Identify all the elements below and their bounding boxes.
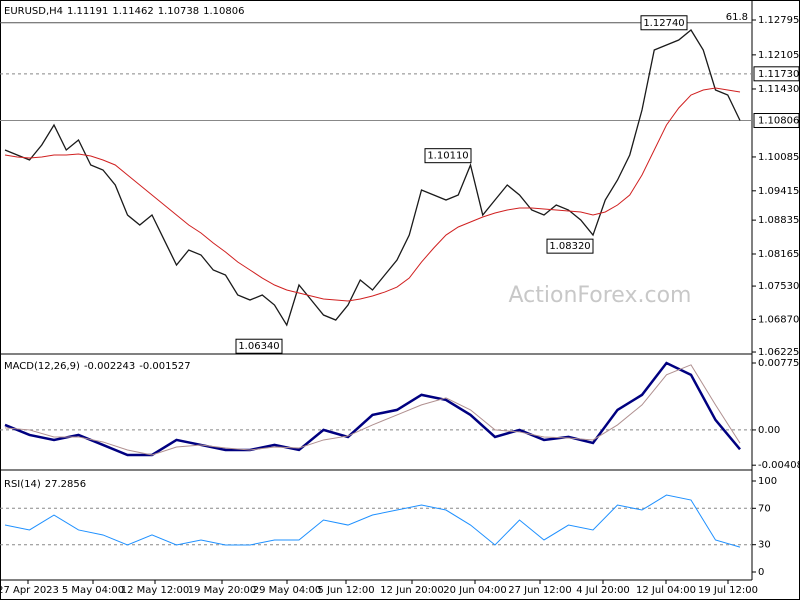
last-value: -0.002243 (84, 361, 135, 372)
last-value: -0.001527 (139, 361, 190, 372)
y-tick-label: 100 (758, 476, 777, 487)
annotation-label: 1.06340 (238, 341, 279, 352)
y-tick-label: 30 (758, 540, 771, 551)
x-tick-label: 27 Apr 2023 (0, 585, 59, 596)
y-tick-label: 70 (758, 503, 771, 514)
panel-title: MACD(12,26,9) -0.002243 -0.001527 (4, 361, 191, 372)
annotation-box (235, 338, 283, 354)
y-tick-label: 0 (758, 567, 764, 578)
y-tick-label: 1.10085 (758, 152, 799, 163)
level-label: 61.8 (726, 12, 748, 23)
x-tick-label: 19 Jul 12:00 (698, 585, 758, 596)
x-tick-label: 20 Jun 04:00 (443, 585, 507, 596)
annotation-box (546, 238, 594, 254)
annotation-box (424, 148, 472, 164)
y-tick-label: 1.11430 (758, 84, 799, 95)
annotation-box (640, 15, 688, 31)
annotation-label: 1.10110 (427, 151, 468, 162)
title-text: MACD(12,26,9) (4, 361, 80, 372)
title-text: RSI(14) (4, 479, 41, 490)
level-label-box (753, 66, 800, 82)
last-value: 27.2856 (45, 479, 86, 490)
ohlc-value: 1.10806 (203, 6, 244, 17)
y-tick-label: 0.007756 (758, 358, 800, 369)
series-line (4, 29, 741, 327)
x-tick-label: 29 May 04:00 (253, 585, 322, 596)
x-tick-label: 12 Jul 04:00 (636, 585, 696, 596)
y-tick-label: -0.004086 (758, 460, 800, 471)
ohlc-value: 1.11462 (112, 6, 153, 17)
y-tick-label: 1.07530 (758, 281, 799, 292)
annotation-label: 1.08320 (549, 241, 590, 252)
x-tick-label: 4 Jul 20:00 (576, 585, 630, 596)
y-tick-label: 1.09415 (758, 186, 799, 197)
y-tick-label: 1.08165 (758, 249, 799, 260)
level-label-box (753, 113, 800, 129)
x-tick-label: 12 May 12:00 (121, 585, 190, 596)
x-tick-label: 5 May 04:00 (62, 585, 124, 596)
y-tick-label: 1.06870 (758, 314, 799, 325)
x-tick-label: 12 Jun 20:00 (380, 585, 444, 596)
series-line (4, 361, 741, 457)
x-tick-label: 5 Jun 12:00 (317, 585, 374, 596)
y-tick-label: 1.08835 (758, 215, 799, 226)
watermark: ActionForex.com (509, 283, 692, 308)
annotation-label: 1.12740 (643, 18, 684, 29)
panel-title: RSI(14) 27.2856 (4, 479, 86, 490)
y-tick-label: 0.00 (758, 425, 780, 436)
panel-title: EURUSD,H4 1.11191 1.11462 1.10738 1.10806 (4, 6, 244, 17)
y-tick-label: 1.06225 (758, 347, 799, 358)
level-label: 1.11730 (758, 69, 799, 80)
y-tick-label: 1.12105 (758, 50, 799, 61)
ohlc-value: 1.10738 (158, 6, 199, 17)
level-label: 1.10806 (758, 116, 799, 127)
series-line (4, 364, 741, 456)
ohlc-value: 1.11191 (67, 6, 108, 17)
title-text: EURUSD,H4 (4, 6, 63, 17)
x-tick-label: 27 Jun 12:00 (508, 585, 572, 596)
series-line (4, 494, 741, 548)
x-tick-label: 19 May 20:00 (188, 585, 257, 596)
y-tick-label: 1.12795 (758, 15, 799, 26)
series-line (4, 87, 741, 302)
